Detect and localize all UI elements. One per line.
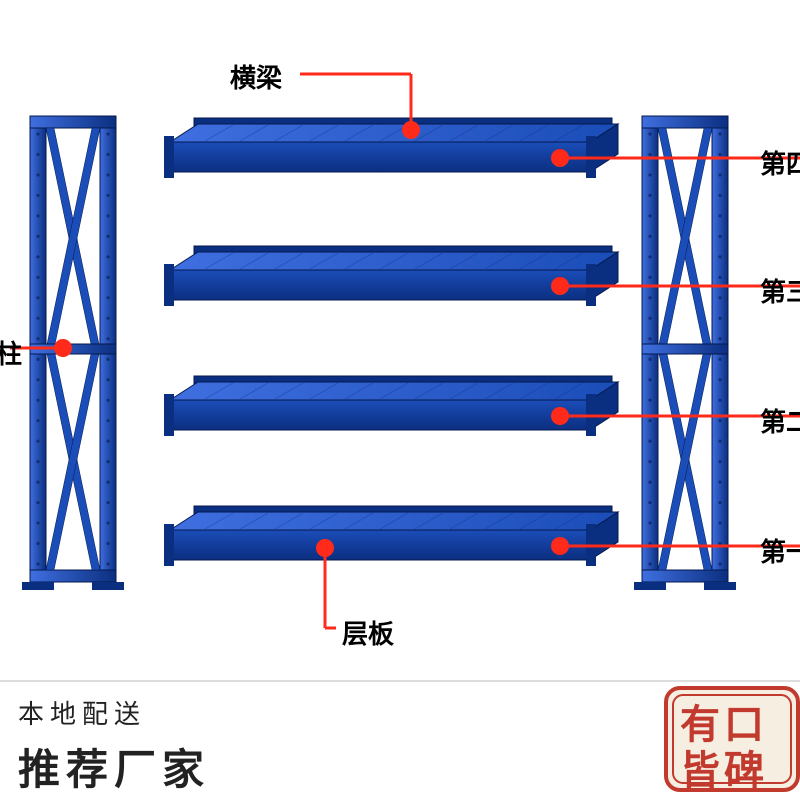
callout-level-2-label: 第三 <box>760 272 800 309</box>
callout-level-1-label: 第四 <box>760 144 800 181</box>
callout-deck-label: 层板 <box>342 614 394 651</box>
callout-top-beam-label: 横梁 <box>230 58 282 95</box>
footer-line-1: 本地配送 <box>18 694 146 731</box>
diagram-stage: { "canvas": { "w": 800, "h": 800, "bg": … <box>0 0 800 800</box>
callout-level-4-label: 第一 <box>760 532 800 569</box>
callout-level-3-label: 第二 <box>760 402 800 439</box>
footer-line-2: 推荐厂家 <box>18 736 210 797</box>
footer-seal-bottom: 皆碑 <box>680 738 768 796</box>
diagram-svg <box>0 0 800 800</box>
callout-left-post-label: 柱 <box>0 334 22 371</box>
